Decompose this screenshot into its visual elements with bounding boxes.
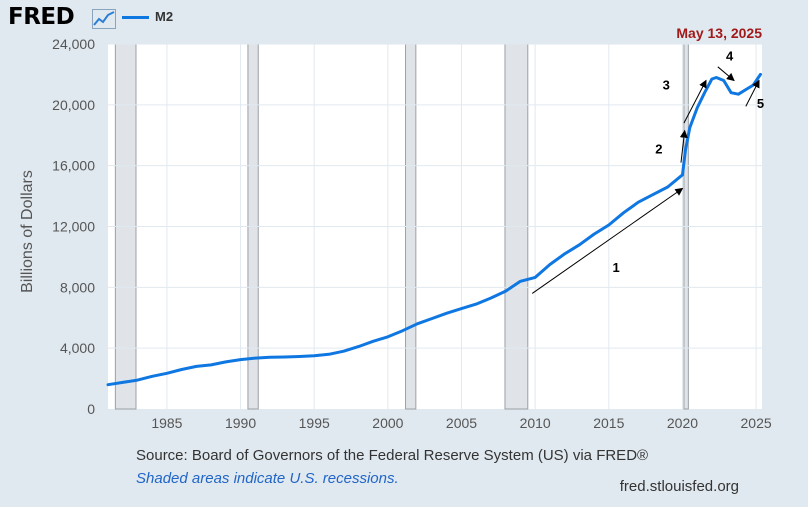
annotation-arrow-2 (679, 129, 688, 163)
y-tick-label-20000: 20,000 (52, 97, 95, 113)
x-tick-label-2010: 2010 (520, 415, 551, 431)
m2-data-point (652, 193, 654, 196)
m2-data-point (681, 173, 684, 176)
annotation-label-3: 3 (663, 78, 670, 93)
m2-data-point (239, 358, 242, 361)
m2-data-point (313, 354, 316, 357)
m2-data-point (225, 361, 227, 363)
m2-data-point (715, 76, 718, 79)
m2-data-point (475, 303, 478, 305)
m2-data-point (689, 126, 691, 129)
m2-data-point (711, 78, 713, 80)
annotation-arrow-5 (745, 79, 760, 107)
m2-data-point (722, 79, 725, 82)
m2-line-chart: 0 4,000 8,000 12,000 16,000 20,000 24,000 1985 1… (19, 36, 772, 431)
x-tick-label-2015: 2015 (593, 415, 624, 431)
m2-data-point (283, 356, 286, 358)
m2-data-point (136, 379, 139, 381)
x-tick-label-2005: 2005 (446, 415, 477, 431)
m2-data-point (372, 340, 374, 343)
x-tick-label-2020: 2020 (667, 415, 698, 431)
annotation-label-1: 1 (613, 260, 620, 275)
m2-data-point (504, 290, 507, 292)
m2-data-point (684, 149, 687, 152)
m2-data-point (269, 356, 271, 359)
annotation-label-2: 2 (655, 142, 662, 157)
m2-data-point (342, 350, 345, 353)
m2-data-point (121, 381, 124, 384)
y-tick-label-4000: 4,000 (60, 340, 95, 356)
m2-data-point (578, 243, 581, 246)
m2-data-point (460, 307, 463, 310)
source-note: Source: Board of Governors of the Federa… (136, 447, 649, 464)
chart-header: FRED M2 May 13, 2025 (0, 0, 808, 41)
m2-data-point (519, 280, 522, 283)
annotation-arrow-3 (683, 79, 707, 124)
m2-data-point (549, 263, 551, 266)
fred-url-link[interactable]: fred.stlouisfed.org (619, 478, 739, 495)
m2-data-point (759, 73, 762, 76)
m2-data-point (696, 107, 698, 109)
annotation-arrow-1 (531, 187, 684, 294)
y-axis-label: Billions of Dollars (19, 170, 36, 293)
legend-swatch-m2 (122, 16, 149, 19)
m2-data-point (637, 201, 640, 203)
m2-data-point (490, 297, 492, 299)
x-tick-label-1995: 1995 (299, 415, 330, 431)
x-tick-label-1985: 1985 (151, 415, 182, 431)
m2-data-point (744, 88, 747, 91)
m2-data-point (151, 375, 153, 378)
m2-data-point (737, 93, 740, 95)
m2-data-point (563, 253, 566, 255)
y-tick-label-8000: 8,000 (60, 279, 95, 295)
y-tick-label-16000: 16,000 (52, 158, 95, 174)
y-tick-label-12000: 12,000 (52, 219, 95, 235)
m2-data-point (445, 312, 448, 314)
m2-data-point (622, 212, 625, 214)
annotation-label-5: 5 (757, 96, 764, 111)
x-tick-label-2000: 2000 (372, 415, 403, 431)
m2-data-point (180, 368, 183, 371)
m2-data-point (166, 372, 168, 375)
m2-data-point (608, 224, 610, 226)
recession-note: Shaded areas indicate U.S. recessions. (136, 470, 399, 487)
m2-data-point (416, 323, 419, 325)
y-tick-label-24000: 24,000 (52, 36, 95, 52)
annotation-arrow-4 (717, 66, 735, 82)
m2-data-point (210, 364, 212, 366)
fred-logo[interactable]: FRED (8, 4, 75, 30)
x-tick-label-1990: 1990 (225, 415, 256, 431)
m2-data-point (752, 84, 754, 86)
m2-data-point (298, 355, 301, 358)
m2-data-point (107, 383, 109, 386)
annotation-label-4: 4 (726, 49, 734, 64)
m2-data-point (328, 353, 330, 356)
m2-data-point (431, 317, 433, 320)
date-annotation: May 13, 2025 (676, 25, 762, 41)
fred-graph-icon (92, 9, 116, 29)
m2-data-point (593, 233, 595, 235)
legend-label-m2: M2 (155, 9, 174, 24)
x-tick-label-2025: 2025 (741, 415, 772, 431)
m2-data-point (703, 91, 706, 94)
m2-data-point (534, 276, 536, 279)
m2-data-point (357, 345, 360, 348)
m2-data-point (195, 365, 198, 368)
m2-data-point (666, 186, 669, 188)
m2-data-point (254, 357, 257, 359)
m2-series-line (106, 72, 762, 387)
y-tick-label-0: 0 (87, 401, 95, 417)
m2-data-point (401, 329, 404, 332)
m2-data-point (387, 335, 389, 338)
m2-data-point (730, 91, 732, 94)
